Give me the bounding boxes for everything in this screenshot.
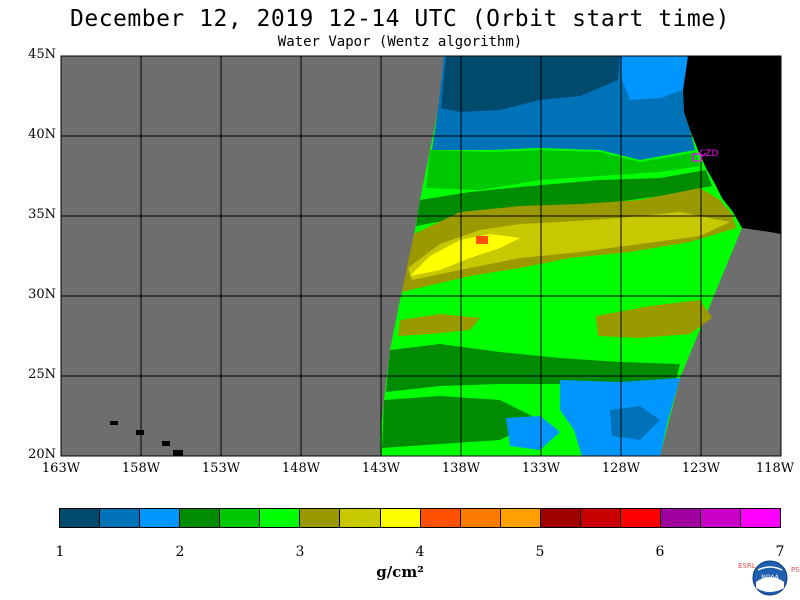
- latitude-label: 20N: [28, 447, 56, 462]
- longitude-label: 133W: [521, 461, 561, 476]
- longitude-label: 138W: [441, 461, 481, 476]
- vapor-band: [596, 300, 712, 338]
- psd-side-text: PSD: [791, 566, 800, 574]
- latitude-label: 35N: [28, 207, 56, 222]
- station-pointer: [700, 152, 707, 158]
- colorbar-tick-label: 3: [295, 544, 305, 560]
- map-frame: [60, 55, 782, 457]
- colorbar-swatch: [620, 509, 661, 527]
- colorbar-units: g/cm²: [376, 563, 424, 581]
- longitude-label: 143W: [361, 461, 401, 476]
- longitude-label: 148W: [281, 461, 321, 476]
- colorbar-swatch: [220, 509, 261, 527]
- colorbar-swatch: [180, 509, 221, 527]
- colorbar-tick-label: 1: [55, 544, 65, 560]
- station-symbol: [692, 153, 702, 162]
- vapor-band: [620, 56, 688, 100]
- longitude-label: 118W: [755, 461, 795, 476]
- colorbar-swatch: [701, 509, 742, 527]
- longitude-label: 163W: [41, 461, 81, 476]
- station-marker: CZD: [692, 149, 718, 162]
- colorbar-tick-label: 4: [415, 544, 425, 560]
- colorbar-swatch: [500, 509, 541, 527]
- vapor-band: [441, 56, 620, 112]
- north-america-land: [683, 56, 781, 234]
- latitude-label: 25N: [28, 367, 56, 382]
- colorbar-swatch: [260, 509, 301, 527]
- colorbar-swatch: [540, 509, 581, 527]
- vapor-band: [408, 212, 730, 280]
- colorbar-tick-label: 5: [535, 544, 545, 560]
- hawaii-island: [136, 430, 144, 435]
- colorbar-swatch: [741, 509, 781, 527]
- vapor-band: [506, 416, 560, 450]
- colorbar-swatch: [300, 509, 341, 527]
- colorbar-swatch: [660, 509, 701, 527]
- vapor-band: [386, 344, 680, 392]
- land-mask: [110, 56, 781, 456]
- latitude-label: 40N: [28, 127, 56, 142]
- logo-text: NOAA: [761, 574, 779, 581]
- colorbar-tick-label: 6: [655, 544, 665, 560]
- map-title: December 12, 2019 12-14 UTC (Orbit start…: [70, 6, 730, 32]
- colorbar: [59, 508, 781, 528]
- colorbar-swatch: [60, 509, 101, 527]
- vapor-band: [410, 234, 520, 276]
- hawaii-island: [162, 441, 170, 446]
- water-vapor-map: CZD: [60, 55, 782, 457]
- longitude-label: 158W: [121, 461, 161, 476]
- latitude-label: 30N: [28, 287, 56, 302]
- colorbar-swatch: [460, 509, 501, 527]
- station-label: CZD: [699, 149, 718, 159]
- longitude-label: 153W: [201, 461, 241, 476]
- colorbar-tick-label: 2: [175, 544, 185, 560]
- colorbar-swatch: [380, 509, 421, 527]
- lat-lon-grid: [61, 56, 781, 456]
- vapor-band: [476, 236, 488, 244]
- colorbar-swatch: [100, 509, 141, 527]
- esrl-side-text: ESRL: [738, 562, 756, 570]
- hawaii-island: [110, 421, 118, 425]
- vapor-band: [398, 314, 480, 336]
- vapor-band: [610, 406, 660, 440]
- map-subtitle: Water Vapor (Wentz algorithm): [277, 34, 523, 50]
- colorbar-swatch: [140, 509, 181, 527]
- colorbar-swatch: [420, 509, 461, 527]
- colorbar-swatch: [580, 509, 621, 527]
- vapor-band: [426, 150, 700, 190]
- noaa-logo-icon: NOAA: [752, 560, 788, 596]
- colorbar-tick-label: 7: [775, 544, 785, 560]
- latitude-label: 45N: [28, 47, 56, 62]
- hawaii-island: [173, 450, 183, 456]
- satellite-swath: [380, 56, 742, 456]
- longitude-label: 128W: [601, 461, 641, 476]
- longitude-label: 123W: [681, 461, 721, 476]
- colorbar-swatch: [340, 509, 381, 527]
